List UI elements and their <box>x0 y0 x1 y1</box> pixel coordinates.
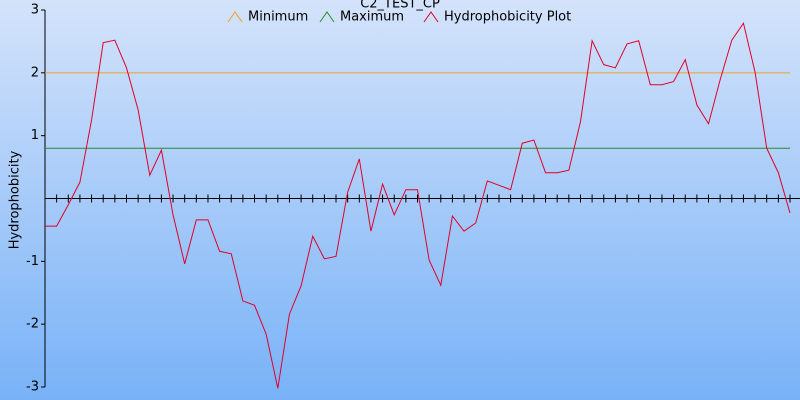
legend-icon <box>227 11 243 23</box>
y-tick-label: -3 <box>26 380 39 395</box>
y-tick-label: -1 <box>26 254 39 269</box>
legend-label: Maximum <box>340 10 404 25</box>
chart-title: C2_TEST_CP <box>360 0 440 12</box>
y-tick-label: 1 <box>31 128 39 143</box>
legend-label: Hydrophobicity Plot <box>444 10 571 25</box>
y-tick-label: -2 <box>26 317 39 332</box>
data-line <box>45 21 791 389</box>
legend-label: Minimum <box>248 10 308 25</box>
legend-icon <box>423 11 439 23</box>
legend-icon <box>319 11 335 23</box>
y-tick-label: 2 <box>31 65 39 80</box>
y-axis-label: Hydrophobicity <box>8 150 23 249</box>
y-tick-label: 3 <box>31 3 39 18</box>
